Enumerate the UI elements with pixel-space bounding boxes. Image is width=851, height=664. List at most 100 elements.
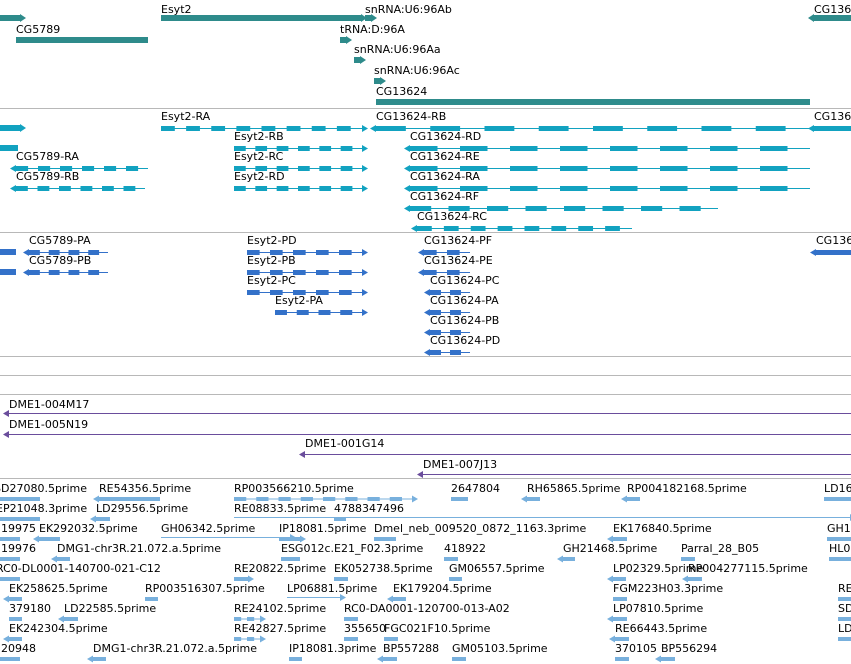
feature-glyph[interactable]: [404, 185, 810, 192]
feature-glyph[interactable]: [234, 615, 266, 623]
feature-label[interactable]: EK176840.5prime: [613, 522, 712, 535]
feature-label[interactable]: SD: [838, 602, 851, 615]
feature-glyph[interactable]: [374, 77, 386, 85]
feature-glyph[interactable]: [9, 617, 22, 621]
feature-glyph[interactable]: [234, 495, 418, 503]
feature-label[interactable]: CG5789-RA: [16, 150, 79, 163]
feature-glyph[interactable]: [808, 14, 851, 22]
feature-glyph[interactable]: [404, 205, 718, 212]
feature-label[interactable]: RE54356.5prime: [99, 482, 192, 495]
feature-label[interactable]: LD16: [824, 482, 851, 495]
feature-glyph[interactable]: [411, 225, 632, 232]
feature-glyph[interactable]: [838, 597, 851, 601]
feature-glyph[interactable]: [376, 99, 810, 105]
feature-glyph[interactable]: [247, 269, 368, 276]
feature-label[interactable]: 379180: [9, 602, 51, 615]
feature-glyph[interactable]: [0, 557, 20, 561]
feature-glyph[interactable]: [607, 575, 626, 583]
feature-glyph[interactable]: [234, 165, 368, 172]
feature-label[interactable]: 355650: [344, 622, 386, 635]
feature-glyph[interactable]: [621, 495, 640, 503]
feature-glyph[interactable]: [234, 145, 368, 152]
feature-glyph[interactable]: [452, 657, 466, 661]
feature-glyph[interactable]: [247, 289, 368, 296]
feature-glyph[interactable]: [374, 537, 396, 541]
feature-label[interactable]: RE24102.5prime: [234, 602, 327, 615]
feature-label[interactable]: EK242304.5prime: [9, 622, 108, 635]
feature-glyph[interactable]: [0, 497, 40, 501]
feature-glyph[interactable]: [449, 577, 462, 581]
feature-glyph[interactable]: [424, 309, 470, 316]
feature-label[interactable]: CG13624-PC: [430, 274, 500, 287]
feature-glyph[interactable]: [90, 515, 110, 523]
feature-glyph[interactable]: [655, 655, 675, 663]
feature-label[interactable]: RP004277115.5prime: [688, 562, 808, 575]
feature-glyph[interactable]: [444, 557, 458, 561]
feature-glyph[interactable]: [370, 125, 810, 132]
feature-glyph[interactable]: [418, 249, 470, 256]
feature-glyph[interactable]: [0, 517, 40, 521]
feature-label[interactable]: CG136: [814, 3, 851, 16]
feature-label[interactable]: SD27080.5prime: [0, 482, 87, 495]
feature-glyph[interactable]: [838, 637, 851, 641]
feature-label[interactable]: LP06881.5prime: [287, 582, 378, 595]
feature-label[interactable]: CG13624-PB: [430, 314, 500, 327]
feature-glyph[interactable]: [51, 555, 70, 563]
feature-label[interactable]: CG5789-PB: [29, 254, 92, 267]
feature-glyph[interactable]: [0, 269, 16, 275]
feature-glyph[interactable]: [451, 497, 468, 501]
feature-label[interactable]: IP18081.3prime: [289, 642, 377, 655]
feature-glyph[interactable]: [161, 534, 296, 541]
feature-label[interactable]: GH1: [827, 522, 851, 535]
feature-glyph[interactable]: [10, 185, 145, 192]
feature-glyph[interactable]: [340, 36, 352, 44]
feature-glyph[interactable]: [615, 657, 629, 661]
feature-glyph[interactable]: [334, 517, 346, 521]
feature-glyph[interactable]: [234, 514, 851, 521]
feature-glyph[interactable]: [289, 657, 302, 661]
feature-label[interactable]: CG13624-RF: [410, 190, 480, 203]
feature-label[interactable]: IP18081.5prime: [279, 522, 367, 535]
feature-label[interactable]: DMG1-chr3R.21.072.a.5prime: [93, 642, 258, 655]
feature-label[interactable]: LD22585.5prime: [64, 602, 157, 615]
feature-glyph[interactable]: [3, 635, 22, 643]
feature-label[interactable]: CG13624-RD: [410, 130, 482, 143]
feature-label[interactable]: Esyt2-RD: [234, 170, 285, 183]
feature-label[interactable]: EK179204.5prime: [393, 582, 492, 595]
feature-glyph[interactable]: [377, 655, 397, 663]
feature-label[interactable]: Esyt2-RC: [234, 150, 284, 163]
feature-glyph[interactable]: [3, 431, 851, 438]
feature-label[interactable]: CG13624-PF: [424, 234, 493, 247]
feature-glyph[interactable]: [613, 597, 627, 601]
feature-glyph[interactable]: [234, 635, 266, 643]
feature-label[interactable]: DME1-007J13: [423, 458, 498, 471]
feature-label[interactable]: 370105: [615, 642, 657, 655]
feature-glyph[interactable]: [354, 56, 366, 64]
feature-label[interactable]: FGM223H03.3prime: [613, 582, 724, 595]
feature-glyph[interactable]: [808, 125, 851, 132]
feature-glyph[interactable]: [234, 185, 368, 192]
feature-glyph[interactable]: [234, 575, 254, 583]
feature-label[interactable]: RH65865.5prime: [527, 482, 621, 495]
feature-label[interactable]: DME1-001G14: [305, 437, 385, 450]
feature-glyph[interactable]: [682, 575, 702, 583]
feature-label[interactable]: CG13624-RB: [376, 110, 447, 123]
feature-label[interactable]: snRNA:U6:96Aa: [354, 43, 441, 56]
feature-glyph[interactable]: [418, 269, 470, 276]
feature-glyph[interactable]: [3, 595, 22, 603]
feature-label[interactable]: 4788347496: [334, 502, 404, 515]
feature-label[interactable]: LP02329.5prime: [613, 562, 704, 575]
feature-glyph[interactable]: [0, 124, 26, 132]
feature-glyph[interactable]: [384, 637, 398, 641]
feature-label[interactable]: RC0-DA0001-120700-013-A02: [344, 602, 510, 615]
feature-glyph[interactable]: [344, 617, 358, 621]
feature-glyph[interactable]: [404, 145, 810, 152]
feature-glyph[interactable]: [247, 249, 368, 256]
feature-label[interactable]: CG13624-PE: [424, 254, 493, 267]
feature-label[interactable]: RE20822.5prime: [234, 562, 327, 575]
feature-label[interactable]: GM05103.5prime: [452, 642, 548, 655]
feature-glyph[interactable]: [145, 597, 158, 601]
feature-label[interactable]: HL0: [829, 542, 851, 555]
feature-label[interactable]: RE42827.5prime: [234, 622, 327, 635]
feature-label[interactable]: 519975: [0, 522, 36, 535]
